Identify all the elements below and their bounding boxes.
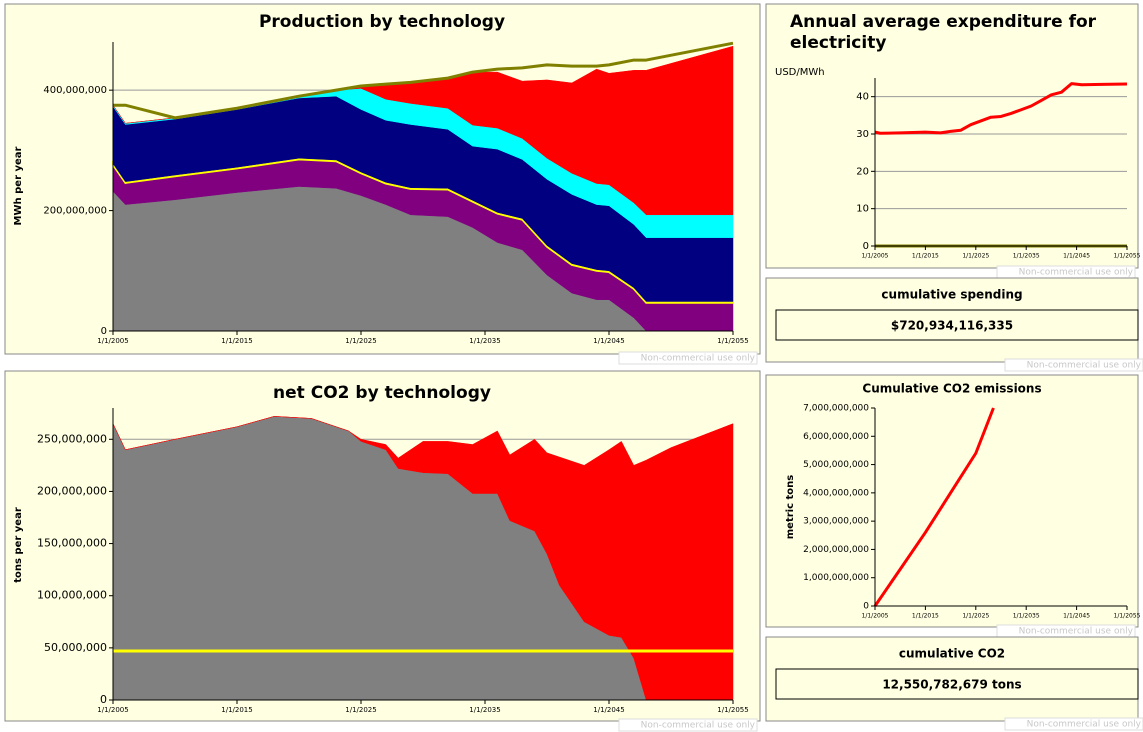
watermark: Non-commercial use only [1019, 627, 1134, 637]
x-tick-label: 1/1/2015 [912, 613, 939, 620]
y-tick-label: 2,000,000,000 [803, 545, 869, 555]
y-tick-label: 250,000,000 [37, 432, 107, 445]
y-tick-label: 30 [856, 129, 869, 140]
value-box [775, 309, 1139, 341]
x-tick-label: 1/1/2035 [469, 706, 500, 714]
watermark-box [618, 718, 758, 732]
y-tick-label: 150,000,000 [37, 537, 107, 550]
x-tick-label: 1/1/2025 [962, 253, 989, 260]
watermark-box [618, 351, 758, 365]
line [874, 82, 1128, 135]
y-tick-label: 4,000,000,000 [803, 488, 869, 498]
panel [765, 374, 1139, 628]
value-box [775, 668, 1139, 700]
x-tick-label: 1/1/2045 [1063, 253, 1090, 260]
y-tick-label: 100,000,000 [37, 589, 107, 602]
y-tick-label: 0 [863, 241, 869, 252]
y-tick-label: 10 [856, 204, 869, 215]
x-tick-label: 1/1/2025 [962, 613, 989, 620]
y-axis-title: USD/MWh [775, 67, 825, 78]
x-tick-label: 1/1/2015 [221, 337, 252, 345]
y-tick-label: 200,000,000 [37, 484, 107, 497]
x-tick-label: 1/1/2015 [912, 253, 939, 260]
x-tick-label: 1/1/2045 [593, 337, 624, 345]
y-tick-label: 7,000,000,000 [803, 404, 869, 414]
watermark: Non-commercial use only [641, 721, 756, 731]
watermark: Non-commercial use only [1027, 361, 1142, 371]
x-tick-label: 1/1/2005 [97, 337, 128, 345]
y-axis-title: tons per year [13, 507, 24, 583]
x-tick-label: 1/1/2005 [97, 706, 128, 714]
y-tick-label: 0 [101, 326, 107, 337]
y-axis-title: MWh per year [13, 146, 24, 225]
watermark-box [1004, 717, 1143, 731]
y-tick-label: 200,000,000 [43, 206, 107, 217]
y-tick-label: 0 [863, 602, 869, 612]
x-tick-label: 1/1/2045 [593, 706, 624, 714]
chart-title-box: Annual average expenditure for electrici… [790, 12, 1097, 53]
watermark-box [1004, 358, 1143, 372]
panel-value: $720,934,116,335 [891, 319, 1013, 333]
x-tick-label: 1/1/2005 [862, 253, 889, 260]
area [112, 416, 734, 701]
x-tick-label: 1/1/2035 [1013, 253, 1040, 260]
chart-title: Cumulative CO2 emissions [862, 382, 1041, 396]
y-tick-label: 40 [856, 92, 869, 103]
y-tick-label: 50,000,000 [44, 641, 107, 654]
x-tick-label: 1/1/2035 [469, 337, 500, 345]
chart-title: Production by technology [259, 12, 505, 32]
chart-title: Annual average expenditure for electrici… [790, 12, 1097, 53]
watermark: Non-commercial use only [641, 354, 756, 364]
y-tick-label: 20 [856, 166, 869, 177]
x-tick-label: 1/1/2025 [345, 706, 376, 714]
y-tick-label: 0 [100, 693, 107, 706]
panel-value: 12,550,782,679 tons [882, 678, 1021, 692]
y-tick-label: 5,000,000,000 [803, 460, 869, 470]
y-tick-label: 1,000,000,000 [803, 573, 869, 583]
line [873, 407, 995, 607]
panel-label: cumulative spending [881, 288, 1022, 302]
x-tick-label: 1/1/2055 [1114, 253, 1141, 260]
x-tick-label: 1/1/2055 [1114, 613, 1141, 620]
x-tick-label: 1/1/2025 [345, 337, 376, 345]
y-tick-label: 6,000,000,000 [803, 432, 869, 442]
panel-label: cumulative CO2 [899, 647, 1005, 661]
watermark: Non-commercial use only [1019, 268, 1134, 278]
x-tick-label: 1/1/2045 [1063, 613, 1090, 620]
x-tick-label: 1/1/2055 [717, 706, 748, 714]
chart-title: net CO2 by technology [273, 383, 491, 403]
y-tick-label: 400,000,000 [43, 85, 107, 96]
x-tick-label: 1/1/2035 [1013, 613, 1040, 620]
y-axis-title: metric tons [785, 475, 796, 540]
y-tick-label: 3,000,000,000 [803, 517, 869, 527]
x-tick-label: 1/1/2015 [221, 706, 252, 714]
line [113, 41, 734, 120]
watermark: Non-commercial use only [1027, 720, 1142, 730]
panel [765, 3, 1139, 269]
x-tick-label: 1/1/2055 [717, 337, 748, 345]
x-tick-label: 1/1/2005 [862, 613, 889, 620]
